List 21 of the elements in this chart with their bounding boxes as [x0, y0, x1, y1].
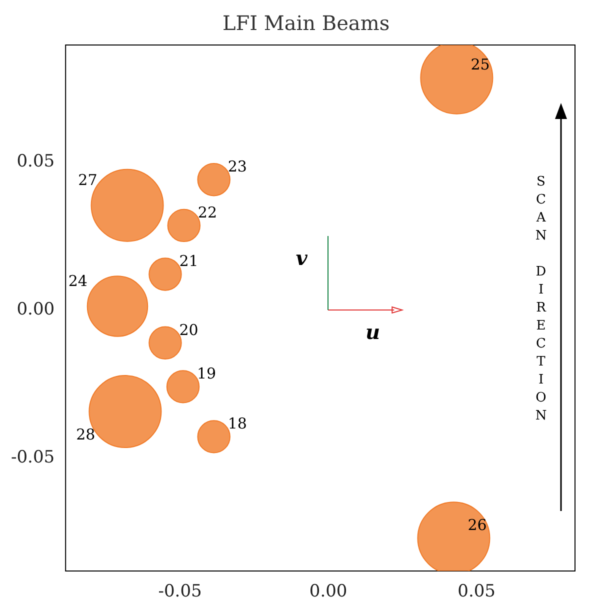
x-tick-label: -0.05 [158, 582, 202, 602]
x-tick-label: 0.05 [458, 582, 496, 602]
chart-title: LFI Main Beams [222, 11, 390, 36]
annotation: 20 [179, 320, 198, 339]
y-tick-label: 0.05 [16, 152, 55, 172]
annotation: 28 [76, 425, 96, 444]
x-tick-label: 0.00 [309, 582, 348, 602]
annotation: 25 [470, 56, 490, 74]
annotation: u [366, 320, 380, 344]
annotation: 22 [198, 203, 217, 222]
y-tick-label: -0.05 [10, 447, 55, 468]
annotation: v [296, 246, 308, 270]
annotation: 27 [78, 171, 98, 190]
annotation: 18 [228, 414, 247, 433]
annotation: 24 [68, 272, 88, 290]
annotation: 19 [197, 364, 216, 383]
annotation: 21 [179, 252, 198, 270]
annotation: 26 [468, 516, 487, 534]
annotation: 23 [228, 157, 247, 176]
y-tick-label: 0.00 [16, 299, 55, 320]
text: SCAN DIRECTION [535, 174, 547, 424]
